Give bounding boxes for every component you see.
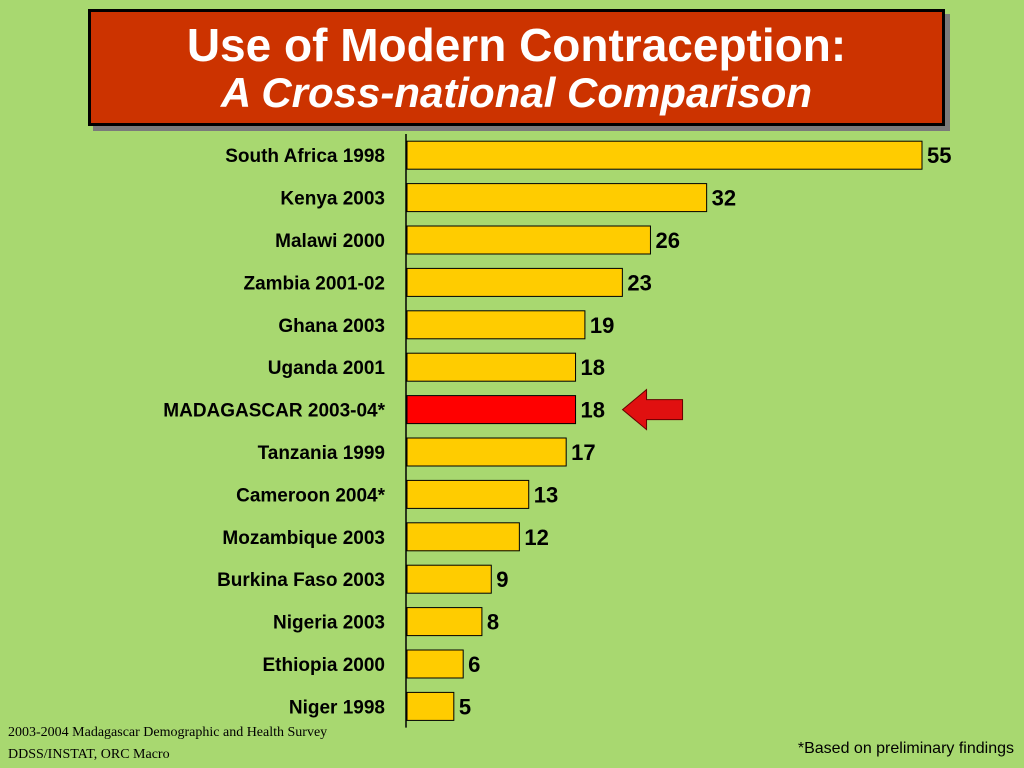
category-label: Nigeria 2003 — [273, 613, 385, 634]
value-label: 26 — [655, 228, 679, 253]
source-line-1: 2003-2004 Madagascar Demographic and Hea… — [8, 725, 328, 740]
value-label: 32 — [712, 186, 736, 211]
value-label: 19 — [590, 313, 614, 338]
source-note: 2003-2004 Madagascar Demographic and Hea… — [8, 722, 327, 766]
category-label: Burkina Faso 2003 — [217, 570, 385, 591]
bar — [406, 225, 651, 255]
bar — [406, 140, 923, 170]
value-label: 6 — [468, 652, 480, 677]
page-subtitle: A Cross-national Comparison — [220, 68, 813, 116]
category-label: Niger 1998 — [289, 697, 385, 718]
bar — [406, 522, 520, 552]
bar — [406, 607, 483, 637]
value-label: 5 — [459, 694, 471, 719]
category-label: South Africa 1998 — [225, 146, 385, 167]
highlight-arrow-icon — [621, 388, 684, 431]
category-label: Uganda 2001 — [268, 358, 386, 379]
bar — [406, 310, 586, 340]
value-label: 17 — [571, 440, 595, 465]
bar — [406, 183, 708, 213]
category-label: Ethiopia 2000 — [263, 655, 386, 676]
category-label: Mozambique 2003 — [222, 528, 385, 549]
category-label: MADAGASCAR 2003-04* — [163, 401, 385, 422]
value-label: 18 — [581, 398, 605, 423]
value-label: 12 — [524, 525, 548, 550]
bar — [406, 395, 577, 425]
category-label: Kenya 2003 — [280, 189, 385, 210]
value-label: 18 — [581, 355, 605, 380]
page-title: Use of Modern Contraception: — [186, 18, 847, 71]
category-label: Tanzania 1999 — [258, 443, 385, 464]
value-label: 23 — [627, 270, 651, 295]
bar — [406, 649, 464, 679]
bar — [406, 564, 492, 594]
category-label: Cameroon 2004* — [236, 485, 386, 506]
footnote: *Based on preliminary findings — [797, 740, 1014, 757]
bar — [406, 437, 567, 467]
value-label: 9 — [496, 567, 508, 592]
value-label: 13 — [534, 482, 558, 507]
value-label: 8 — [487, 610, 499, 635]
bar — [406, 479, 530, 509]
bar — [406, 691, 455, 721]
bar — [406, 352, 577, 382]
category-label: Malawi 2000 — [275, 231, 385, 252]
category-label: Ghana 2003 — [278, 316, 385, 337]
bar — [406, 267, 623, 297]
source-line-2: DDSS/INSTAT, ORC Macro — [8, 747, 170, 762]
title-box: Use of Modern Contraception: A Cross-nat… — [88, 9, 945, 126]
category-label: Zambia 2001-02 — [243, 273, 385, 294]
value-label: 55 — [927, 143, 951, 168]
